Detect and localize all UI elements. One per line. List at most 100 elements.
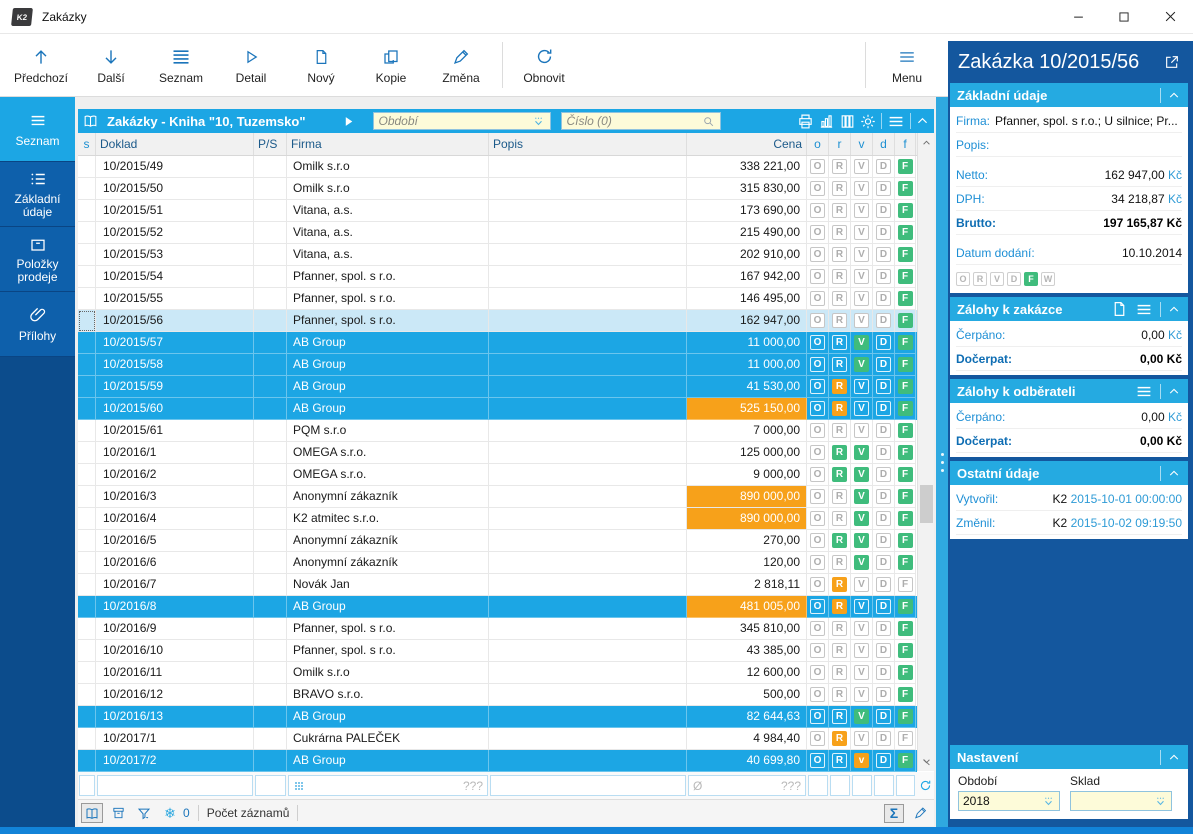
summary-cell[interactable] xyxy=(255,775,286,796)
close-icon[interactable] xyxy=(1147,0,1193,33)
column-header-ps[interactable]: P/S xyxy=(254,133,287,155)
chart-icon[interactable] xyxy=(817,113,836,130)
vertical-scrollbar[interactable] xyxy=(917,133,934,771)
scroll-down-icon[interactable] xyxy=(918,751,934,771)
columns-icon[interactable] xyxy=(838,113,857,130)
column-header-v[interactable]: v xyxy=(851,133,873,155)
toolbar-button-arrow-up[interactable]: Předchozí xyxy=(6,34,76,96)
summary-cell[interactable] xyxy=(874,775,894,796)
lines3-icon[interactable] xyxy=(1134,301,1154,318)
collapse-chevron-icon[interactable] xyxy=(1167,751,1181,764)
summary-cell[interactable] xyxy=(808,775,828,796)
expand-arrow-icon[interactable] xyxy=(342,115,355,128)
search-icon[interactable] xyxy=(702,115,715,128)
minimize-icon[interactable] xyxy=(1055,0,1101,33)
freeze-snowflake-icon[interactable]: ❄ xyxy=(164,804,176,821)
menu-button[interactable]: Menu xyxy=(872,34,942,96)
table-row[interactable]: 10/2016/3 Anonymní zákazník 890 000,00 O… xyxy=(78,486,917,508)
scrollbar-thumb[interactable] xyxy=(920,485,933,523)
column-header-doklad[interactable]: Doklad xyxy=(96,133,254,155)
column-header-f[interactable]: f xyxy=(895,133,916,155)
summary-cell[interactable] xyxy=(490,775,686,796)
summary-cell[interactable] xyxy=(896,775,915,796)
print-icon[interactable] xyxy=(796,113,815,130)
maximize-icon[interactable] xyxy=(1101,0,1147,33)
column-header-firma[interactable]: Firma xyxy=(287,133,489,155)
period-filter-input[interactable]: Období xyxy=(372,112,551,130)
sum-sigma-icon[interactable]: Σ xyxy=(884,803,904,823)
summary-cell[interactable] xyxy=(852,775,872,796)
dropdown-icon[interactable] xyxy=(1154,795,1167,808)
toolbar-button-lines4[interactable]: Seznam xyxy=(146,34,216,96)
edit-pencil-icon[interactable] xyxy=(909,803,931,823)
grid-menu-icon[interactable] xyxy=(886,113,906,130)
filter-icon[interactable] xyxy=(133,803,155,823)
toolbar-button-copy[interactable]: Kopie xyxy=(356,34,426,96)
collapse-chevron-icon[interactable] xyxy=(1167,385,1181,398)
archive-box-icon[interactable] xyxy=(107,803,129,823)
toolbar-button-refresh[interactable]: Obnovit xyxy=(509,34,579,96)
toolbar-button-document[interactable]: Nový xyxy=(286,34,356,96)
dropdown-icon[interactable] xyxy=(1042,795,1055,808)
summary-cell[interactable] xyxy=(97,775,253,796)
number-search-input[interactable]: Číslo (0) xyxy=(560,112,721,130)
toolbar-button-arrow-down[interactable]: Další xyxy=(76,34,146,96)
summary-cell[interactable] xyxy=(830,775,850,796)
collapse-chevron-icon[interactable] xyxy=(1167,303,1181,316)
sidebar-item-list[interactable]: Základní údaje xyxy=(0,162,75,227)
period-select[interactable]: 2018 xyxy=(958,791,1060,811)
open-external-icon[interactable] xyxy=(1164,54,1180,70)
toolbar-button-play[interactable]: Detail xyxy=(216,34,286,96)
collapse-chevron-icon[interactable] xyxy=(1167,89,1181,102)
table-row[interactable]: 10/2016/9 Pfanner, spol. s r.o. 345 810,… xyxy=(78,618,917,640)
sidebar-item-box[interactable]: Položky prodeje xyxy=(0,227,75,292)
dropdown-icon[interactable] xyxy=(532,115,545,128)
column-header-d[interactable]: d xyxy=(873,133,895,155)
toolbar-button-pencil[interactable]: Změna xyxy=(426,34,496,96)
collapse-chevron-icon[interactable] xyxy=(915,114,930,128)
table-row[interactable]: 10/2015/56 Pfanner, spol. s r.o. 162 947… xyxy=(78,310,917,332)
column-header-popis[interactable]: Popis xyxy=(489,133,687,155)
table-row[interactable]: 10/2015/54 Pfanner, spol. s r.o. 167 942… xyxy=(78,266,917,288)
collapse-chevron-icon[interactable] xyxy=(1167,467,1181,480)
sidebar-item-lines3[interactable]: Seznam xyxy=(0,97,75,162)
panel-splitter[interactable] xyxy=(936,97,948,827)
sidebar-item-paperclip[interactable]: Přílohy xyxy=(0,292,75,357)
settings-gear-icon[interactable] xyxy=(859,113,877,130)
refresh-small-icon[interactable] xyxy=(917,779,934,792)
table-row[interactable]: 10/2016/4 K2 atmitec s.r.o. 890 000,00 O… xyxy=(78,508,917,530)
column-header-cena[interactable]: Cena xyxy=(687,133,807,155)
summary-cell-firma[interactable]: ??? xyxy=(288,775,488,796)
summary-cell[interactable] xyxy=(79,775,95,796)
column-header-s[interactable]: s xyxy=(78,133,96,155)
table-row[interactable]: 10/2016/10 Pfanner, spol. s r.o. 43 385,… xyxy=(78,640,917,662)
book-view-icon[interactable] xyxy=(81,803,103,823)
warehouse-select[interactable] xyxy=(1070,791,1172,811)
document-icon[interactable] xyxy=(1111,300,1128,318)
lines3-icon[interactable] xyxy=(1134,383,1154,400)
scroll-up-icon[interactable] xyxy=(918,133,934,153)
summary-cell-cena[interactable]: Ø ??? xyxy=(688,775,806,796)
table-row[interactable]: 10/2015/55 Pfanner, spol. s r.o. 146 495… xyxy=(78,288,917,310)
column-header-o[interactable]: o xyxy=(807,133,829,155)
